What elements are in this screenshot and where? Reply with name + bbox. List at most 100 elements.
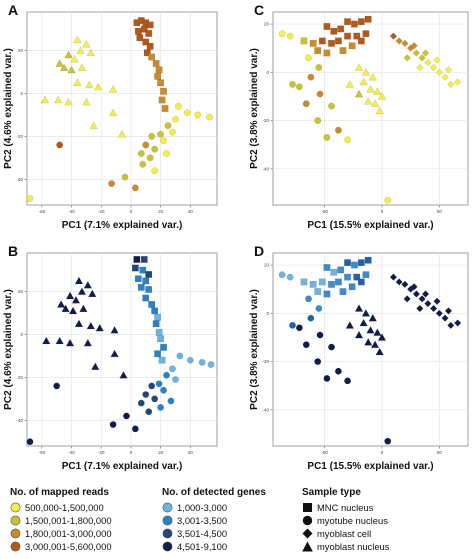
- color-swatch-icon: [10, 541, 21, 552]
- data-point-circle: [167, 397, 175, 405]
- x-tick-label: -20: [98, 450, 105, 455]
- data-point-triangle: [85, 80, 94, 89]
- data-point-triangle: [377, 333, 387, 341]
- data-point-circle: [307, 73, 315, 81]
- data-point-diamond: [403, 54, 411, 62]
- data-point-triangle: [375, 347, 384, 356]
- data-point-square: [353, 273, 361, 281]
- data-point-triangle: [375, 106, 384, 115]
- data-point-square: [140, 25, 148, 33]
- legend-label: MNC nucleus: [317, 502, 374, 513]
- legend-mapped-reads: No. of mapped reads 500,000-1,500,000 1,…: [10, 487, 112, 553]
- data-point-diamond: [424, 300, 432, 308]
- data-point-triangle: [65, 338, 75, 347]
- data-point-diamond: [418, 295, 426, 303]
- data-point-triangle: [110, 349, 119, 358]
- data-point-square: [357, 278, 365, 286]
- y-tick-label: -40: [16, 418, 23, 423]
- data-point-circle: [176, 352, 184, 360]
- data-point-square: [357, 18, 365, 26]
- data-point-square: [139, 266, 147, 274]
- data-point-circle: [295, 83, 303, 91]
- data-point-square: [152, 60, 160, 67]
- data-point-circle: [315, 64, 323, 71]
- y-tick-label: -40: [16, 177, 23, 182]
- data-point-square: [140, 256, 148, 263]
- data-point-circle: [198, 358, 206, 366]
- data-point-square: [148, 301, 156, 308]
- data-point-triangle: [108, 108, 118, 117]
- data-point-circle: [26, 195, 34, 202]
- data-point-triangle: [366, 325, 375, 334]
- data-point-circle: [316, 90, 324, 98]
- legend-label: 4,501-9,100: [177, 541, 228, 552]
- data-point-square: [160, 87, 167, 95]
- data-point-square: [330, 27, 338, 35]
- data-point-circle: [175, 102, 182, 110]
- data-point-triangle: [359, 318, 368, 327]
- x-tick-label: -60: [39, 450, 46, 455]
- data-point-circle: [163, 371, 170, 379]
- x-tick-label: 0: [381, 450, 384, 455]
- data-point-triangle: [354, 304, 364, 312]
- chart-panel-c: -50 0 50 -40 -20 0 20 PC1 (15.5% explained var.…: [249, 2, 469, 231]
- x-axis-label: PC1 (7.1% explained var.): [62, 461, 183, 472]
- data-point-triangle: [377, 92, 387, 100]
- data-point-circle: [145, 408, 153, 416]
- data-point-circle: [289, 80, 296, 88]
- data-point-square: [318, 278, 326, 286]
- x-tick-label: -50: [321, 209, 328, 214]
- data-point-circle: [151, 167, 159, 175]
- legend-item: 4,501-9,100: [162, 540, 266, 553]
- legend-label: 1,800,001-3,000,000: [25, 528, 112, 539]
- data-point-triangle: [68, 306, 78, 315]
- data-point-square: [157, 79, 164, 87]
- data-point-triangle: [373, 328, 382, 336]
- data-point-square: [146, 21, 154, 29]
- data-point-circle: [26, 438, 34, 446]
- y-tick-label: 20: [18, 289, 24, 294]
- data-point-triangle: [67, 65, 76, 74]
- data-point-triangle: [76, 46, 85, 54]
- data-point-triangle: [366, 84, 375, 93]
- y-axis-label: PC2 (4.6% explained var.): [3, 48, 14, 169]
- data-point-diamond: [412, 290, 421, 298]
- data-point-diamond: [447, 80, 455, 89]
- data-point-square: [357, 259, 365, 267]
- data-point-triangle: [117, 129, 127, 138]
- data-point-triangle: [73, 35, 82, 44]
- data-point-triangle: [354, 89, 364, 98]
- circle-icon: [302, 515, 313, 526]
- y-tick-label: -20: [16, 134, 23, 139]
- data-point-triangle: [82, 39, 91, 48]
- data-point-square: [362, 271, 370, 279]
- data-point-square: [328, 280, 335, 288]
- data-point-square: [300, 37, 308, 45]
- data-point-circle: [315, 305, 323, 312]
- data-point-circle: [56, 141, 64, 149]
- y-tick-label: 0: [266, 70, 269, 75]
- data-point-circle: [302, 341, 310, 349]
- data-point-triangle: [361, 309, 371, 317]
- data-point-circle: [384, 437, 392, 445]
- data-point-diamond: [421, 49, 430, 57]
- data-point-diamond: [444, 66, 453, 74]
- x-tick-label: 20: [158, 450, 164, 455]
- data-point-triangle: [74, 276, 84, 285]
- data-point-triangle: [119, 370, 128, 379]
- data-point-square: [155, 66, 163, 74]
- data-point-square: [158, 96, 166, 104]
- y-tick-label: 20: [264, 263, 270, 268]
- data-point-circle: [206, 113, 213, 121]
- data-point-diamond: [441, 314, 449, 322]
- y-tick-label: -20: [262, 359, 269, 364]
- data-point-circle: [186, 356, 194, 364]
- data-point-triangle: [86, 48, 96, 57]
- data-point-square: [145, 30, 153, 37]
- triangle-icon: [302, 541, 313, 552]
- data-point-square: [353, 32, 361, 40]
- data-point-square: [154, 350, 162, 358]
- data-point-square: [348, 283, 356, 291]
- y-tick-label: -40: [262, 407, 269, 412]
- data-point-triangle: [354, 63, 364, 71]
